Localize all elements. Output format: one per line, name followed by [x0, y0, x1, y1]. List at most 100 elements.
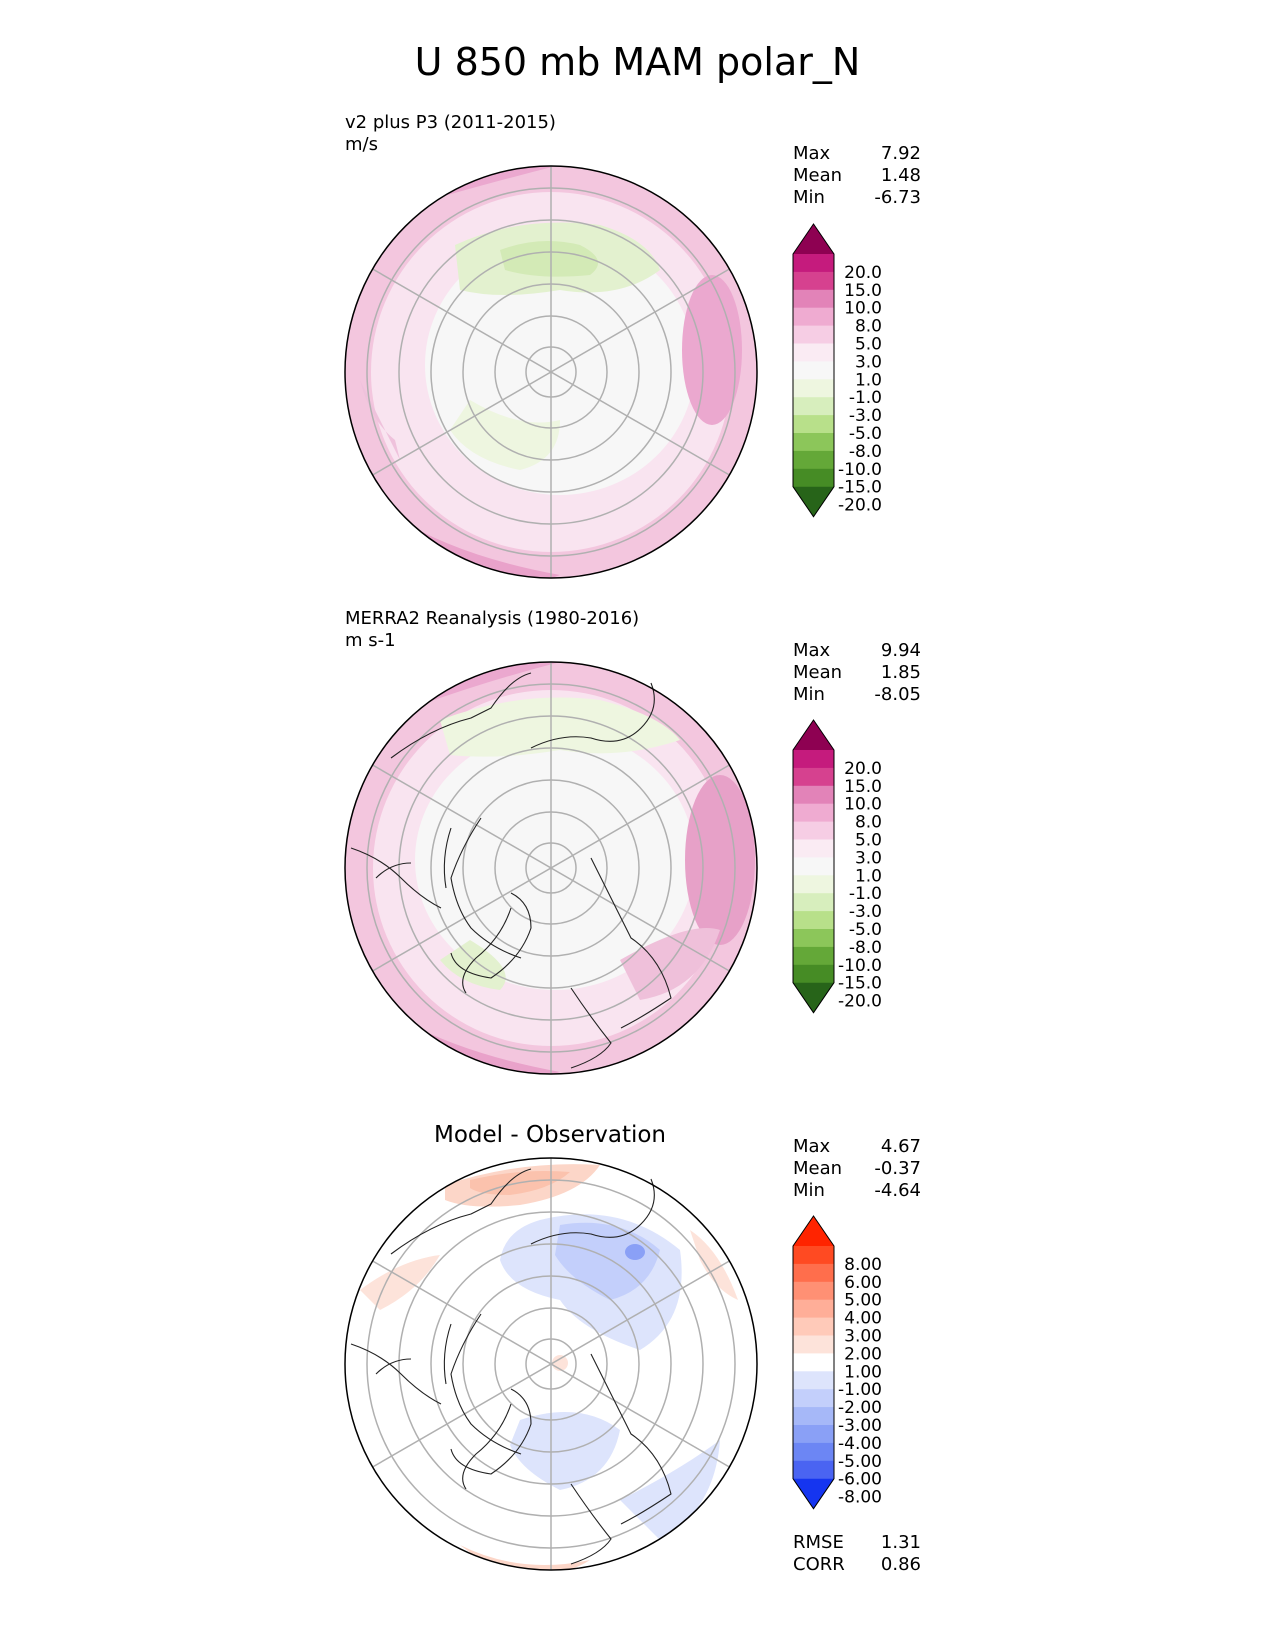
colorbar-tick-label: -1.0	[849, 388, 882, 408]
panel-1-label: v2 plus P3 (2011-2015) m/s	[345, 112, 556, 156]
panel-2-units: m s-1	[345, 630, 396, 651]
colorbar-extend-bottom	[793, 486, 834, 517]
colorbar-tick-label: -1.00	[838, 1380, 882, 1400]
colorbar-tick-label: -8.0	[849, 442, 882, 462]
max-label: Max	[793, 143, 831, 164]
mean-value: 1.48	[880, 165, 921, 186]
colorbar-segment	[793, 1389, 834, 1408]
colorbar-segment	[793, 1371, 834, 1390]
colorbar-tick-label: 20.0	[844, 759, 882, 779]
colorbar-tick-label: 3.0	[855, 352, 882, 372]
colorbar-tick-label: 10.0	[844, 795, 882, 815]
colorbar-tick-label: -2.00	[838, 1398, 882, 1418]
colorbar-extend-bottom	[793, 1478, 834, 1509]
colorbar-segment	[793, 361, 834, 380]
max-label: Max	[793, 640, 831, 661]
colorbar-segment	[793, 379, 834, 398]
colorbar-tick-label: 15.0	[844, 777, 882, 797]
colorbar-segment	[793, 1335, 834, 1354]
colorbar-segment	[793, 929, 834, 948]
colorbar-tick-label: 8.0	[855, 813, 882, 833]
colorbar-tick-label: 8.0	[855, 317, 882, 337]
panel-1-stats: Max 7.92 Mean 1.48 Min -6.73	[793, 143, 921, 209]
colorbar-segment	[793, 821, 834, 840]
mean-label: Mean	[793, 662, 843, 683]
colorbar-tick-label: 2.00	[844, 1344, 882, 1364]
colorbar-tick-label: -5.0	[849, 424, 882, 444]
colorbar-segment	[793, 750, 834, 769]
map-3-boundary	[344, 1157, 758, 1571]
panel-3-stats: Max 4.67 Mean -0.37 Min -4.64	[793, 1136, 921, 1202]
colorbar-tick-label: -5.00	[838, 1452, 882, 1472]
colorbar-tick-label: 5.00	[844, 1291, 882, 1311]
map-1-boundary	[344, 165, 758, 579]
colorbar-segment	[793, 1460, 834, 1480]
colorbar-tick-label: 1.00	[844, 1362, 882, 1382]
colorbar-panel-3: 8.006.005.004.003.002.001.00-1.00-2.00-3…	[792, 1215, 882, 1510]
colorbar-tick-label: -10.0	[838, 460, 882, 480]
colorbar-segment	[793, 307, 834, 327]
rmse-label: RMSE	[793, 1532, 844, 1553]
panel-2-label: MERRA2 Reanalysis (1980-2016) m s-1	[345, 608, 639, 652]
colorbar-segment	[793, 767, 834, 787]
colorbar-tick-label: -1.0	[849, 884, 882, 904]
min-label: Min	[793, 1180, 825, 1201]
colorbar-tick-label: 1.0	[855, 866, 882, 886]
colorbar-segment	[793, 343, 834, 362]
colorbar-segment	[793, 254, 834, 273]
colorbar-tick-label: -8.00	[838, 1488, 882, 1508]
colorbar-panel-1: 20.015.010.08.05.03.01.0-1.0-3.0-5.0-8.0…	[792, 223, 882, 518]
colorbar-tick-label: 15.0	[844, 281, 882, 301]
mean-value: -0.37	[874, 1158, 921, 1179]
colorbar-segment	[793, 893, 834, 912]
mean-label: Mean	[793, 1158, 843, 1179]
min-value: -4.64	[874, 1180, 921, 1201]
map-panel-3	[344, 1157, 758, 1571]
colorbar-tick-label: 5.0	[855, 335, 882, 355]
colorbar-tick-label: 3.0	[855, 848, 882, 868]
colorbar-segment	[793, 964, 834, 984]
panel-1-units: m/s	[345, 134, 378, 155]
max-value: 7.92	[880, 143, 921, 164]
colorbar-extend-top	[793, 1216, 834, 1246]
colorbar-tick-label: -3.0	[849, 902, 882, 922]
colorbar-segment	[793, 839, 834, 858]
colorbar-segment	[793, 875, 834, 894]
colorbar-segment	[793, 433, 834, 452]
mean-value: 1.85	[880, 662, 921, 683]
colorbar-tick-label: 8.00	[844, 1255, 882, 1275]
map-panel-2	[344, 661, 758, 1075]
colorbar-tick-label: 3.00	[844, 1327, 882, 1347]
colorbar-segment	[793, 1246, 834, 1265]
colorbar-extend-top	[793, 720, 834, 750]
colorbar-segment	[793, 803, 834, 823]
panel-1-name: v2 plus P3 (2011-2015)	[345, 112, 556, 133]
colorbar-panel-2: 20.015.010.08.05.03.01.0-1.0-3.0-5.0-8.0…	[792, 719, 882, 1014]
colorbar-extend-bottom	[793, 982, 834, 1013]
colorbar-segment	[793, 1407, 834, 1426]
mean-label: Mean	[793, 165, 843, 186]
max-value: 9.94	[880, 640, 921, 661]
colorbar-tick-label: -4.00	[838, 1434, 882, 1454]
colorbar-segment	[793, 1353, 834, 1372]
colorbar-segment	[793, 289, 834, 309]
colorbar-tick-label: 4.00	[844, 1309, 882, 1329]
map-2-boundary	[344, 661, 758, 1075]
colorbar-tick-label: -6.00	[838, 1470, 882, 1490]
colorbar-segment	[793, 785, 834, 805]
corr-label: CORR	[793, 1554, 845, 1575]
min-label: Min	[793, 187, 825, 208]
min-value: -6.73	[874, 187, 921, 208]
colorbar-segment	[793, 325, 834, 344]
panel-3-title: Model - Observation	[433, 1122, 667, 1148]
colorbar-segment	[793, 1317, 834, 1336]
rmse-value: 1.31	[880, 1532, 921, 1553]
colorbar-tick-label: -5.0	[849, 920, 882, 940]
colorbar-tick-label: 5.0	[855, 831, 882, 851]
colorbar-tick-label: -15.0	[838, 974, 882, 994]
colorbar-segment	[793, 946, 834, 966]
colorbar-outline	[792, 223, 835, 518]
colorbar-segment	[793, 450, 834, 470]
colorbar-outline	[792, 1215, 835, 1510]
